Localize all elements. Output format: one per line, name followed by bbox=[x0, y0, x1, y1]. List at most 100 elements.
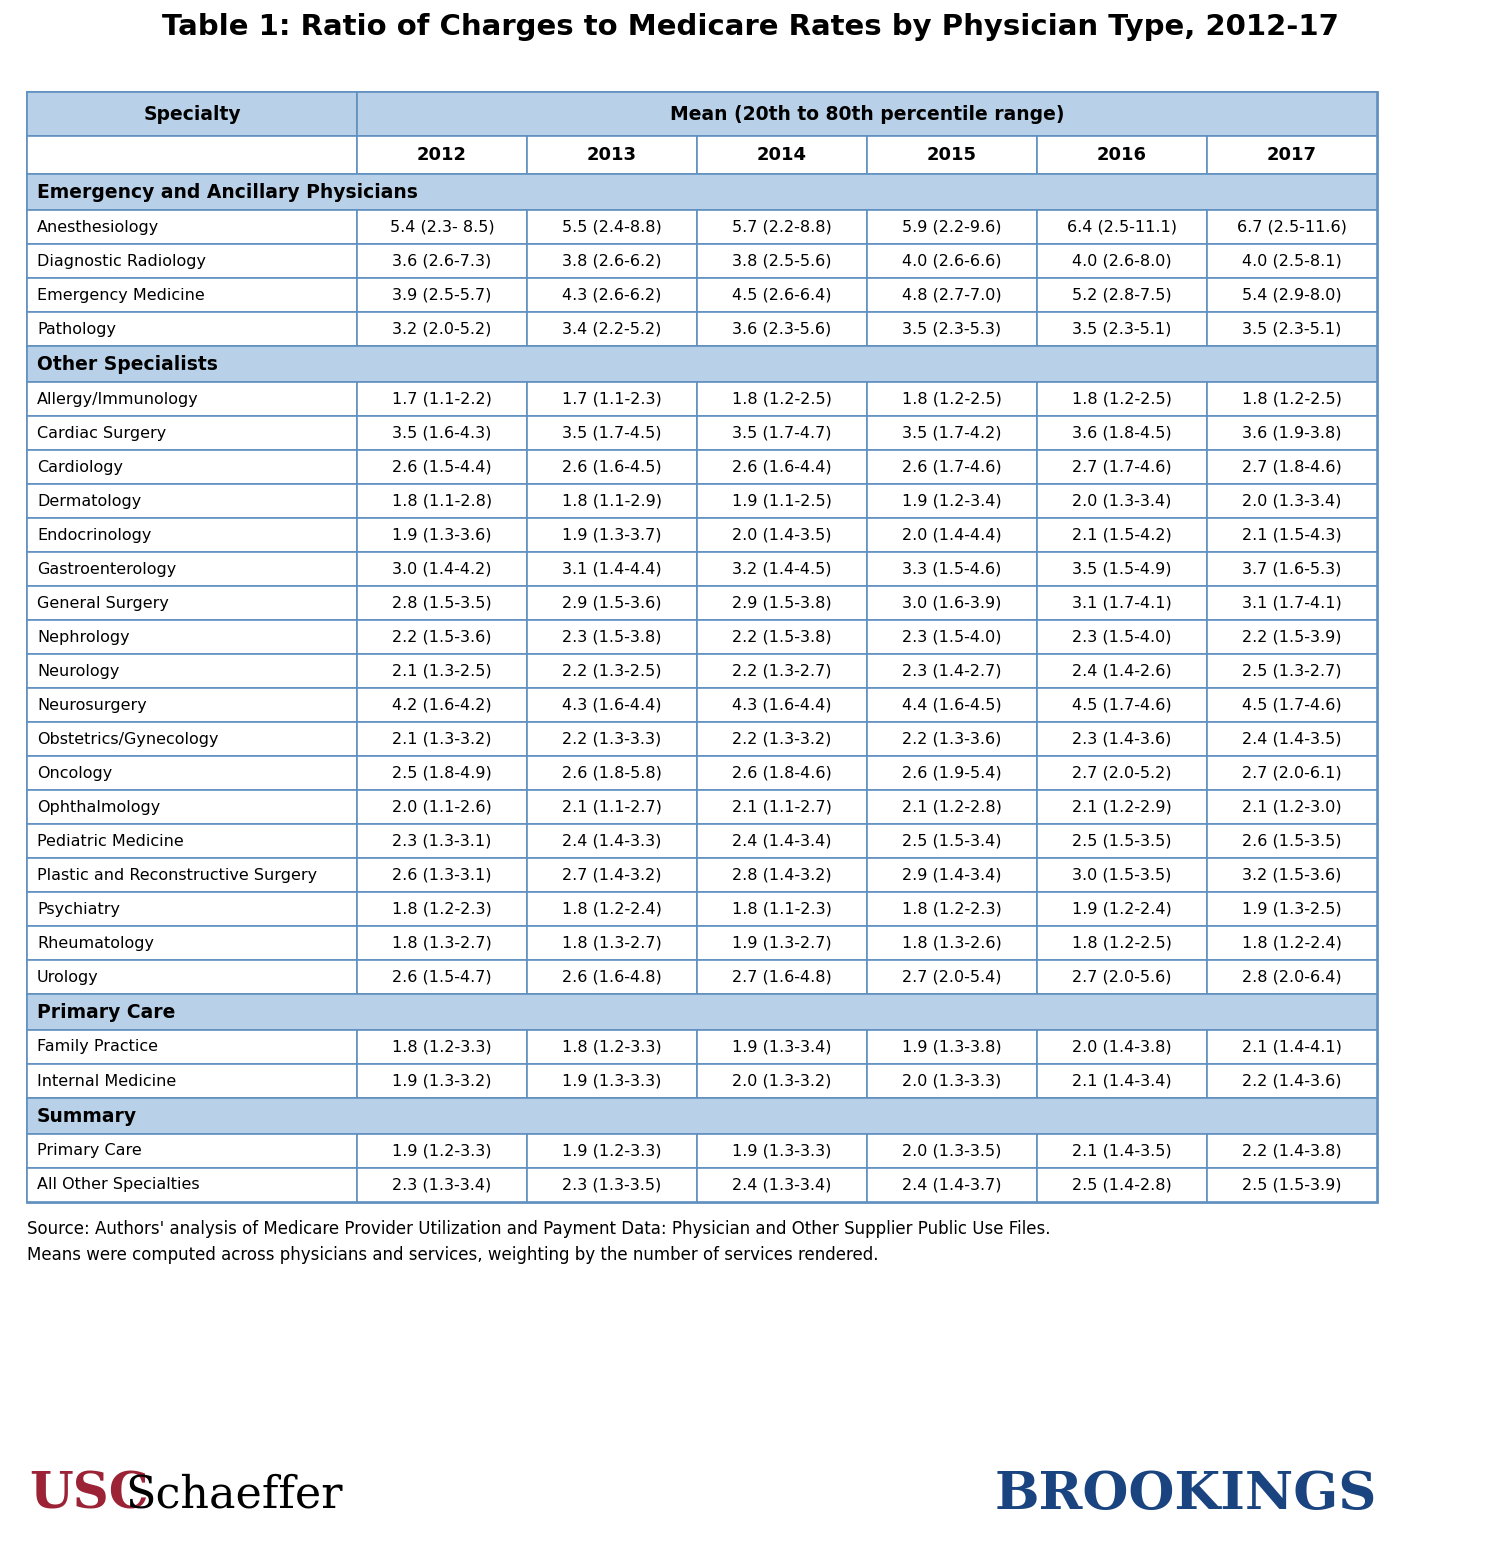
Text: 2.2 (1.5-3.9): 2.2 (1.5-3.9) bbox=[1242, 629, 1341, 645]
Text: 2013: 2013 bbox=[586, 146, 638, 163]
Bar bbox=[526, 722, 698, 757]
Bar bbox=[526, 1133, 698, 1168]
Text: 2.0 (1.3-3.4): 2.0 (1.3-3.4) bbox=[1242, 494, 1341, 509]
Text: Obstetrics/Gynecology: Obstetrics/Gynecology bbox=[38, 732, 219, 746]
Bar bbox=[867, 1063, 1036, 1098]
Bar bbox=[867, 244, 1036, 279]
Bar bbox=[698, 553, 867, 585]
Bar bbox=[27, 926, 357, 961]
Text: Cardiac Surgery: Cardiac Surgery bbox=[38, 425, 166, 441]
Text: 2.4 (1.4-3.5): 2.4 (1.4-3.5) bbox=[1242, 732, 1341, 746]
Text: 1.9 (1.2-3.3): 1.9 (1.2-3.3) bbox=[562, 1143, 662, 1158]
Text: Allergy/Immunology: Allergy/Immunology bbox=[38, 391, 198, 406]
Text: 6.4 (2.5-11.1): 6.4 (2.5-11.1) bbox=[1066, 220, 1178, 235]
Bar bbox=[698, 1168, 867, 1202]
Text: 2.5 (1.4-2.8): 2.5 (1.4-2.8) bbox=[1072, 1177, 1172, 1193]
Bar bbox=[357, 1133, 526, 1168]
Text: 3.5 (2.3-5.1): 3.5 (2.3-5.1) bbox=[1242, 321, 1341, 336]
Bar bbox=[1036, 892, 1208, 926]
Bar bbox=[526, 688, 698, 722]
Text: Diagnostic Radiology: Diagnostic Radiology bbox=[38, 254, 206, 268]
Bar bbox=[1036, 1063, 1208, 1098]
Text: 1.8 (1.2-3.3): 1.8 (1.2-3.3) bbox=[392, 1040, 492, 1054]
Text: 4.5 (1.7-4.6): 4.5 (1.7-4.6) bbox=[1072, 698, 1172, 713]
Text: Mean (20th to 80th percentile range): Mean (20th to 80th percentile range) bbox=[669, 104, 1065, 123]
Text: Nephrology: Nephrology bbox=[38, 629, 129, 645]
Bar bbox=[357, 553, 526, 585]
Text: 2.3 (1.4-2.7): 2.3 (1.4-2.7) bbox=[903, 663, 1002, 679]
Bar bbox=[526, 892, 698, 926]
Bar bbox=[867, 484, 1036, 518]
Bar bbox=[27, 858, 357, 892]
Text: 3.0 (1.4-4.2): 3.0 (1.4-4.2) bbox=[393, 562, 492, 576]
Bar bbox=[357, 244, 526, 279]
Text: Gastroenterology: Gastroenterology bbox=[38, 562, 177, 576]
Text: 2.0 (1.3-3.5): 2.0 (1.3-3.5) bbox=[903, 1143, 1002, 1158]
Bar bbox=[698, 722, 867, 757]
Text: 4.0 (2.6-6.6): 4.0 (2.6-6.6) bbox=[903, 254, 1002, 268]
Text: 2.1 (1.3-3.2): 2.1 (1.3-3.2) bbox=[393, 732, 492, 746]
Bar bbox=[1208, 620, 1377, 654]
Bar bbox=[867, 654, 1036, 688]
Text: 2.3 (1.5-4.0): 2.3 (1.5-4.0) bbox=[903, 629, 1002, 645]
Text: 1.9 (1.3-3.4): 1.9 (1.3-3.4) bbox=[732, 1040, 831, 1054]
Text: Other Specialists: Other Specialists bbox=[38, 355, 218, 374]
Bar bbox=[1036, 311, 1208, 346]
Bar bbox=[357, 858, 526, 892]
Bar bbox=[357, 585, 526, 620]
Bar bbox=[867, 858, 1036, 892]
Bar bbox=[1208, 824, 1377, 858]
Text: 2015: 2015 bbox=[927, 146, 976, 163]
Bar bbox=[698, 311, 867, 346]
Bar bbox=[1036, 789, 1208, 824]
Text: BROOKINGS: BROOKINGS bbox=[994, 1470, 1377, 1521]
Text: 2.2 (1.5-3.8): 2.2 (1.5-3.8) bbox=[732, 629, 833, 645]
Text: 2.7 (1.4-3.2): 2.7 (1.4-3.2) bbox=[562, 867, 662, 883]
Text: Rheumatology: Rheumatology bbox=[38, 936, 154, 950]
Bar bbox=[357, 135, 526, 174]
Text: 2.2 (1.4-3.8): 2.2 (1.4-3.8) bbox=[1242, 1143, 1342, 1158]
Bar bbox=[1036, 279, 1208, 311]
Text: Table 1: Ratio of Charges to Medicare Rates by Physician Type, 2012-17: Table 1: Ratio of Charges to Medicare Ra… bbox=[162, 12, 1338, 40]
Bar bbox=[1208, 961, 1377, 993]
Text: 3.0 (1.5-3.5): 3.0 (1.5-3.5) bbox=[1072, 867, 1172, 883]
Text: 1.7 (1.1-2.3): 1.7 (1.1-2.3) bbox=[562, 391, 662, 406]
Text: 3.3 (1.5-4.6): 3.3 (1.5-4.6) bbox=[903, 562, 1002, 576]
Bar bbox=[698, 789, 867, 824]
Bar bbox=[1208, 722, 1377, 757]
Bar bbox=[526, 484, 698, 518]
Text: 2012: 2012 bbox=[417, 146, 466, 163]
Text: 2.7 (2.0-5.6): 2.7 (2.0-5.6) bbox=[1072, 970, 1172, 984]
Text: 1.9 (1.3-3.3): 1.9 (1.3-3.3) bbox=[562, 1073, 662, 1088]
Bar bbox=[27, 484, 357, 518]
Bar bbox=[526, 244, 698, 279]
Text: 4.2 (1.6-4.2): 4.2 (1.6-4.2) bbox=[392, 698, 492, 713]
Bar bbox=[357, 1063, 526, 1098]
Text: 2.7 (2.0-5.4): 2.7 (2.0-5.4) bbox=[903, 970, 1002, 984]
Text: 1.9 (1.3-3.6): 1.9 (1.3-3.6) bbox=[393, 528, 492, 542]
Text: 3.2 (2.0-5.2): 3.2 (2.0-5.2) bbox=[393, 321, 492, 336]
Text: 2.5 (1.5-3.5): 2.5 (1.5-3.5) bbox=[1072, 833, 1172, 849]
Bar bbox=[526, 1168, 698, 1202]
Text: General Surgery: General Surgery bbox=[38, 595, 170, 610]
Text: 2.3 (1.5-4.0): 2.3 (1.5-4.0) bbox=[1072, 629, 1172, 645]
Bar bbox=[698, 135, 867, 174]
Bar bbox=[867, 688, 1036, 722]
Text: Primary Care: Primary Care bbox=[38, 1143, 141, 1158]
Bar bbox=[867, 620, 1036, 654]
Text: 2.8 (2.0-6.4): 2.8 (2.0-6.4) bbox=[1242, 970, 1342, 984]
Bar bbox=[698, 210, 867, 244]
Text: 1.9 (1.3-2.5): 1.9 (1.3-2.5) bbox=[1242, 902, 1342, 917]
Text: 3.1 (1.4-4.4): 3.1 (1.4-4.4) bbox=[562, 562, 662, 576]
Bar bbox=[526, 311, 698, 346]
Bar bbox=[1036, 381, 1208, 416]
Bar bbox=[867, 892, 1036, 926]
Bar bbox=[526, 135, 698, 174]
Bar bbox=[1208, 518, 1377, 553]
Bar bbox=[1208, 585, 1377, 620]
Text: Means were computed across physicians and services, weighting by the number of s: Means were computed across physicians an… bbox=[27, 1246, 879, 1264]
Bar bbox=[698, 518, 867, 553]
Text: 5.2 (2.8-7.5): 5.2 (2.8-7.5) bbox=[1072, 288, 1172, 302]
Text: 2.3 (1.4-3.6): 2.3 (1.4-3.6) bbox=[1072, 732, 1172, 746]
Text: 2.3 (1.3-3.1): 2.3 (1.3-3.1) bbox=[393, 833, 492, 849]
